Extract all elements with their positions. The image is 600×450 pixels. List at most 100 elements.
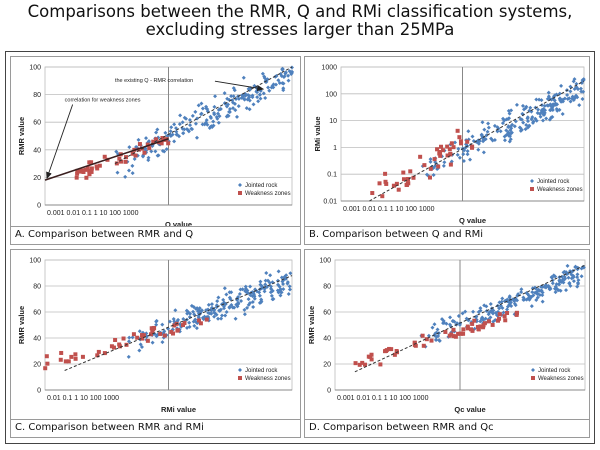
data-point-weakness [439, 144, 444, 149]
data-point-jointed [236, 96, 241, 101]
data-point-jointed [535, 289, 540, 294]
data-point-jointed [144, 331, 149, 336]
data-point-weakness [440, 148, 445, 153]
correlation-trendline [64, 275, 293, 371]
data-point-weakness [149, 332, 154, 337]
data-point-jointed [222, 91, 227, 96]
data-point-jointed [512, 301, 517, 306]
data-point-jointed [509, 303, 514, 308]
legend-label: Jointed rock [538, 368, 571, 374]
y-tick-label: 0 [327, 388, 331, 395]
data-point-jointed [141, 154, 146, 159]
data-point-jointed [485, 129, 490, 134]
data-point-jointed [499, 299, 504, 304]
data-point-jointed [560, 111, 565, 116]
data-point-jointed [539, 98, 544, 103]
data-point-weakness [160, 136, 165, 141]
data-point-weakness [448, 152, 453, 157]
legend-label: Weakness zones [245, 376, 291, 382]
data-point-jointed [559, 83, 564, 88]
data-point-jointed [256, 99, 261, 104]
legend-marker-weakness [238, 376, 242, 380]
y-tick-label: 80 [33, 92, 41, 99]
data-point-jointed [132, 157, 137, 162]
data-point-jointed [216, 295, 221, 300]
y-tick-label: 40 [33, 336, 41, 343]
data-point-weakness [470, 144, 475, 149]
data-point-jointed [481, 150, 486, 155]
data-point-weakness [75, 171, 80, 176]
data-point-jointed [177, 134, 182, 139]
data-point-jointed [540, 118, 545, 123]
data-point-jointed [126, 354, 131, 359]
data-point-weakness [456, 331, 461, 336]
data-point-jointed [547, 96, 552, 101]
data-point-weakness [137, 147, 142, 152]
data-point-weakness [95, 166, 100, 171]
data-point-weakness [73, 352, 78, 357]
data-point-jointed [286, 73, 291, 78]
data-point-jointed [226, 102, 231, 107]
data-point-jointed [196, 103, 201, 108]
data-point-weakness [150, 329, 155, 334]
data-point-jointed [555, 287, 560, 292]
data-point-jointed [532, 285, 537, 290]
data-point-jointed [231, 106, 236, 111]
data-point-jointed [580, 78, 585, 83]
y-tick-label: 1 [333, 145, 337, 152]
data-point-jointed [252, 292, 257, 297]
data-point-jointed [224, 292, 229, 297]
data-point-jointed [214, 312, 219, 317]
data-point-jointed [565, 93, 570, 98]
data-point-jointed [223, 313, 228, 318]
data-point-jointed [271, 297, 276, 302]
x-tick-labels: 0.01 0.1 1 10 100 1000 [47, 395, 119, 402]
data-point-jointed [181, 131, 186, 136]
data-point-jointed [500, 296, 505, 301]
data-point-jointed [576, 281, 581, 286]
data-point-weakness [181, 323, 186, 328]
data-point-jointed [268, 273, 273, 278]
data-point-jointed [564, 288, 569, 293]
data-point-jointed [123, 174, 128, 179]
data-point-weakness [481, 323, 486, 328]
data-point-jointed [560, 99, 565, 104]
data-point-jointed [550, 115, 555, 120]
data-point-weakness [370, 191, 375, 196]
data-point-jointed [435, 327, 440, 332]
data-point-weakness [476, 327, 481, 332]
data-point-jointed [548, 108, 553, 113]
data-point-jointed [271, 82, 276, 87]
data-point-jointed [530, 120, 535, 125]
data-point-jointed [428, 157, 433, 162]
data-point-jointed [217, 309, 222, 314]
data-point-jointed [286, 292, 291, 297]
data-point-jointed [215, 111, 220, 116]
data-point-jointed [173, 308, 178, 313]
data-point-weakness [158, 331, 163, 336]
data-point-weakness [427, 175, 432, 180]
data-point-jointed [199, 101, 204, 106]
data-point-weakness [69, 354, 74, 359]
data-point-jointed [174, 129, 179, 134]
data-point-weakness [140, 336, 145, 341]
panel-d: 0 20 40 60 80 100 0.001 0.01 0.1 1 10 100 1000… [304, 249, 590, 438]
data-point-jointed [476, 147, 481, 152]
data-point-jointed [212, 310, 217, 315]
data-point-weakness [147, 146, 152, 151]
data-point-weakness [166, 141, 171, 146]
data-point-jointed [453, 140, 458, 145]
data-point-jointed [456, 313, 461, 318]
data-point-weakness [66, 359, 71, 364]
data-point-jointed [247, 107, 252, 112]
data-point-jointed [209, 306, 214, 311]
data-point-jointed [542, 284, 547, 289]
data-point-jointed [524, 122, 529, 127]
data-point-jointed [461, 159, 466, 164]
data-point-jointed [465, 152, 470, 157]
data-point-jointed [529, 117, 534, 122]
data-point-jointed [153, 149, 158, 154]
data-point-jointed [549, 275, 554, 280]
data-point-weakness [384, 181, 389, 186]
data-point-weakness [482, 321, 487, 326]
